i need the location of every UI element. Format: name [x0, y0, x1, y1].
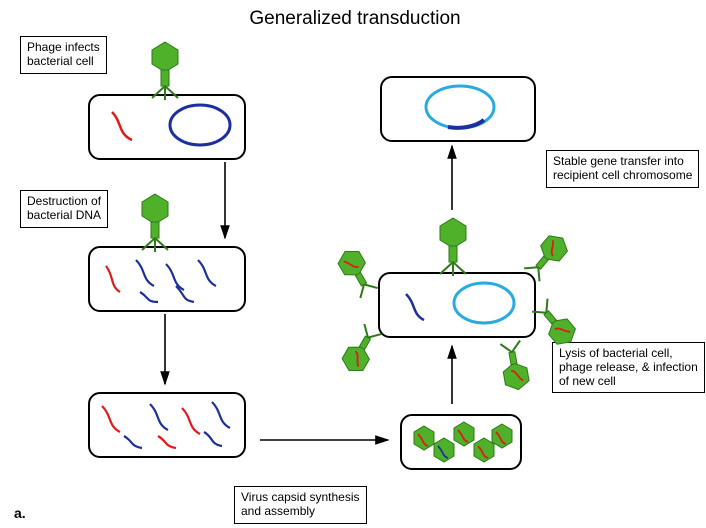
- arrows: [0, 0, 706, 528]
- diagram-canvas: Generalized transduction Phage infectsba…: [0, 0, 706, 528]
